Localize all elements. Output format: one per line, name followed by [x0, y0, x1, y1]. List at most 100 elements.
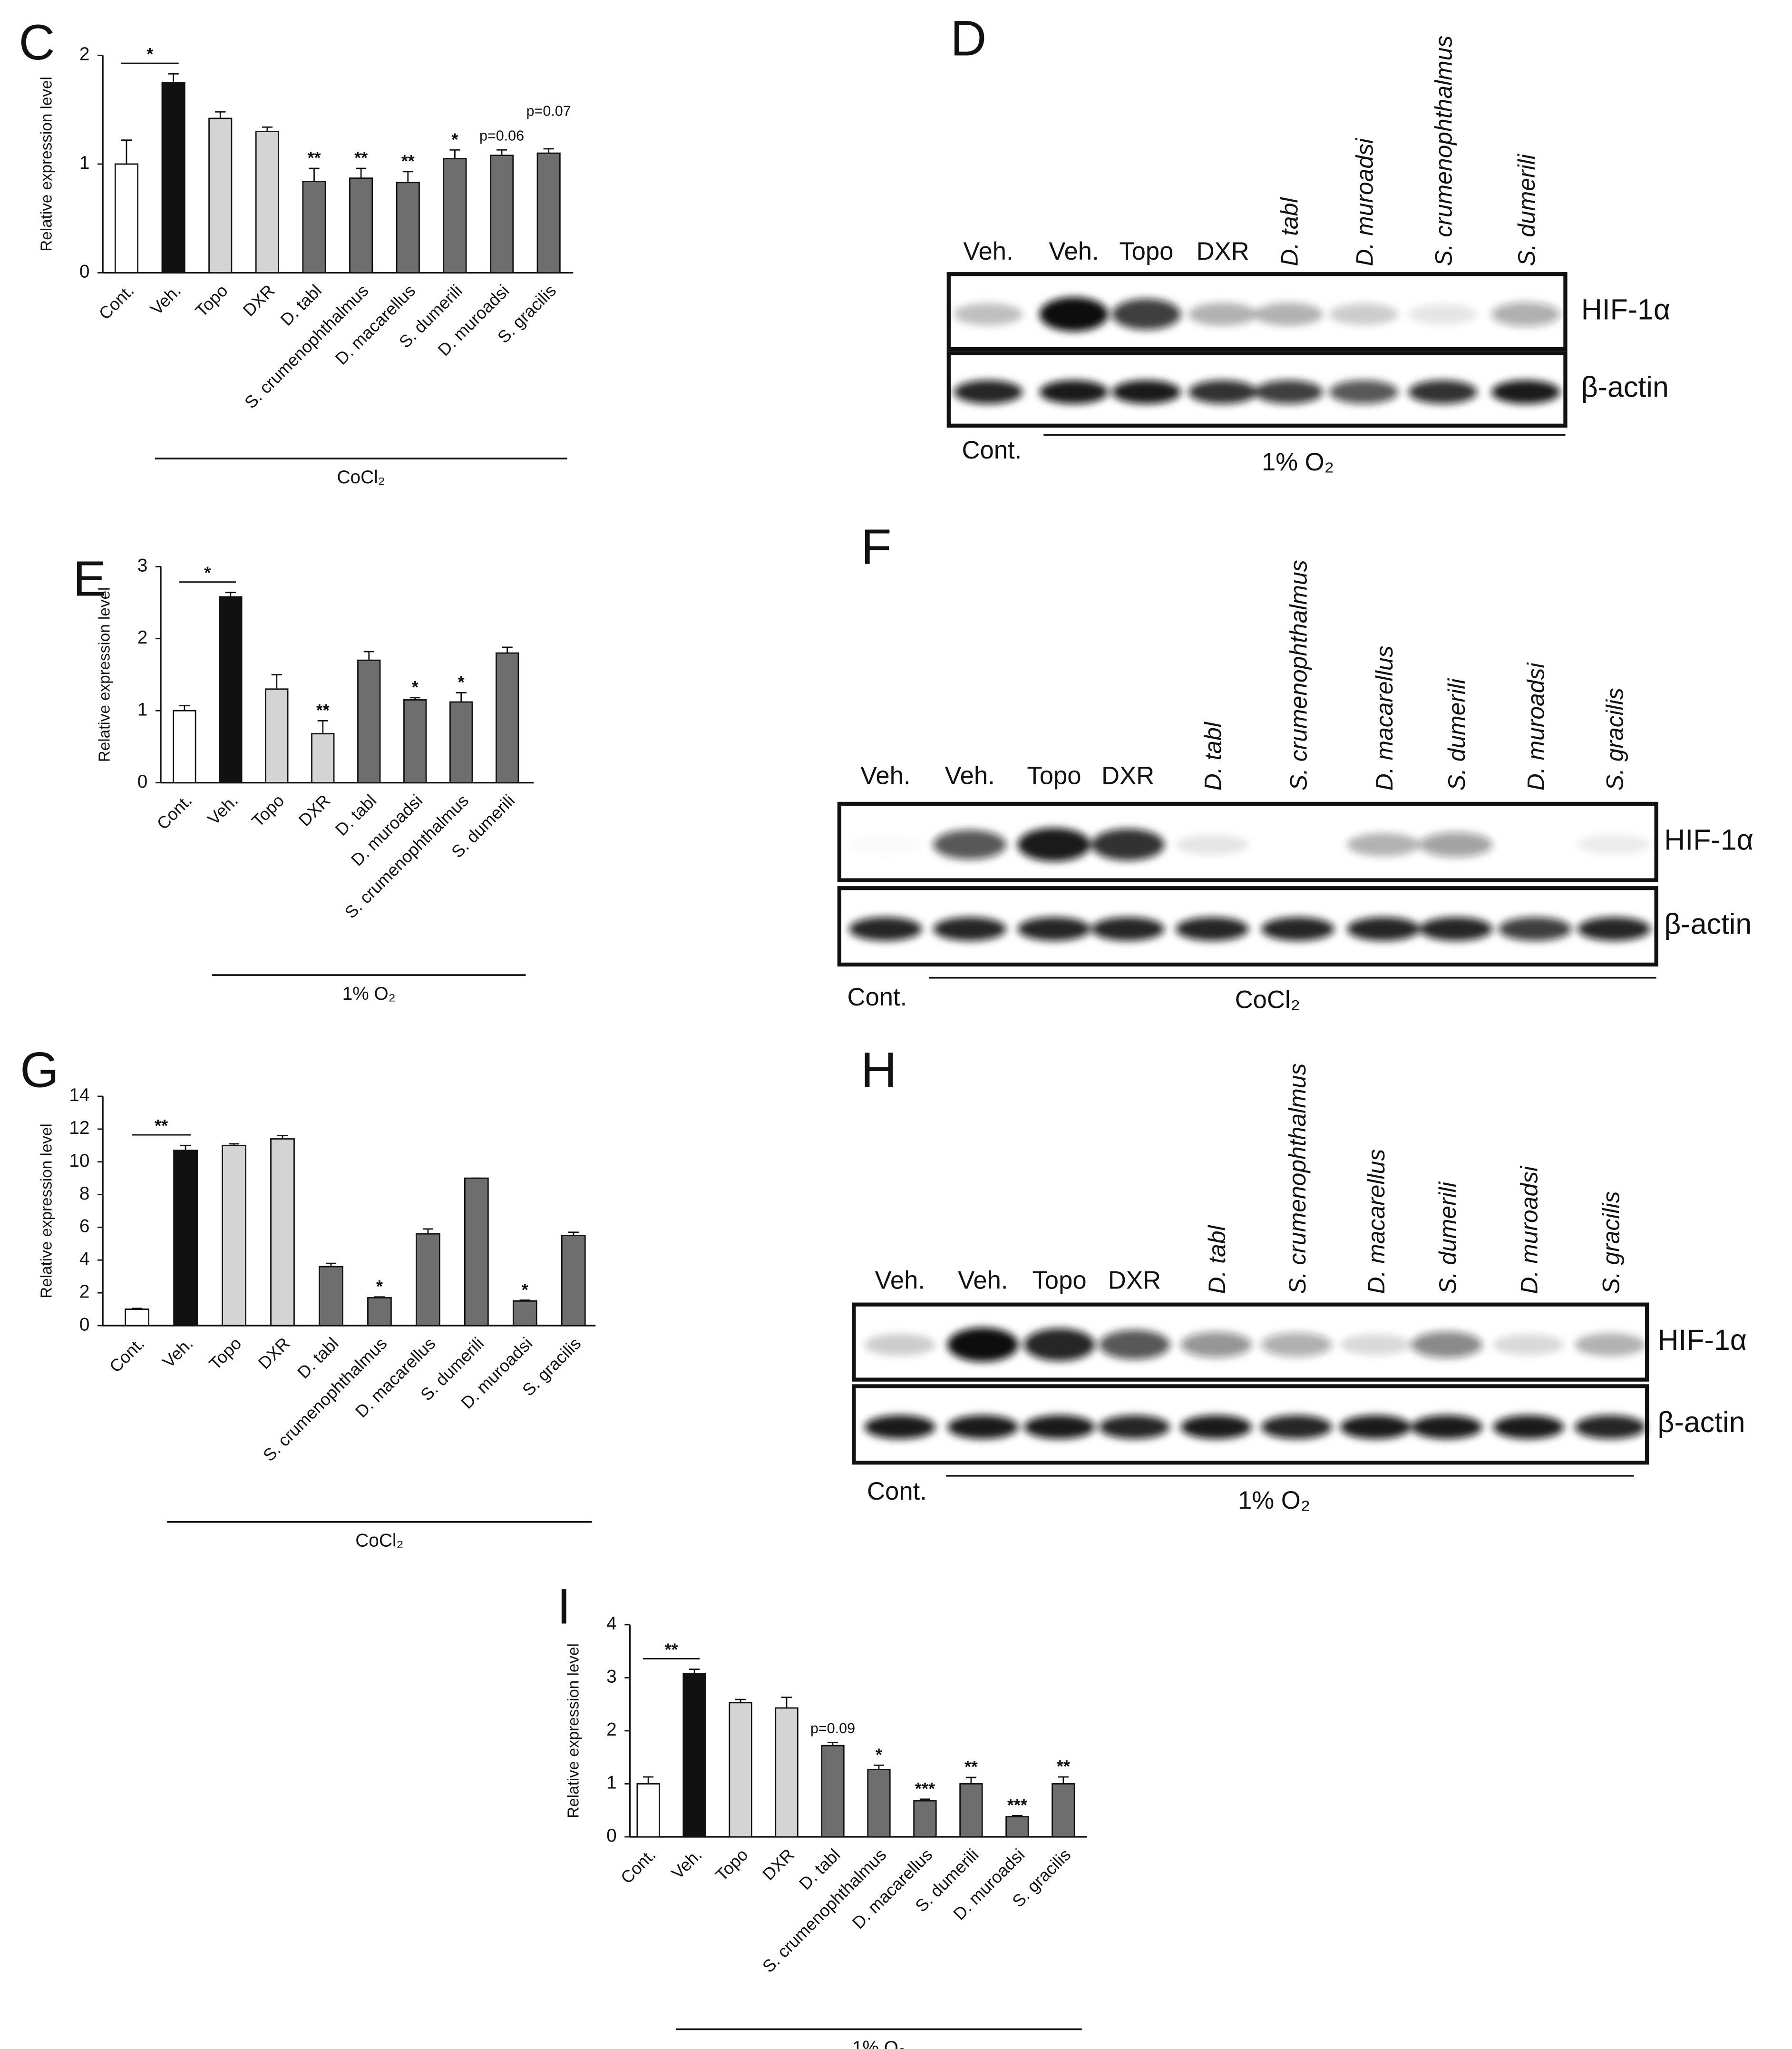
band [954, 380, 1023, 404]
y-axis-label: Relative expression level [38, 77, 56, 252]
lane-label: S. crumenophthalmus [1431, 36, 1457, 266]
lane-label: D. macarellus [1363, 1149, 1390, 1294]
lane-label: DXR [1108, 1267, 1161, 1295]
x-tick-label: DXR [295, 790, 334, 830]
error-bar [689, 1668, 700, 1674]
panel-label: G [20, 1043, 59, 1098]
bar [682, 1673, 706, 1838]
bar [302, 181, 326, 273]
significance-label: *** [1007, 1795, 1027, 1815]
y-tick-label: 4 [606, 1613, 617, 1634]
lane-label: S. gracilis [1597, 1191, 1624, 1294]
blot-bands [849, 917, 1651, 941]
bar [349, 177, 373, 273]
bracket-label: ** [155, 1116, 168, 1135]
bar [319, 1266, 343, 1327]
condition-label: 1% O₂ [1262, 448, 1334, 476]
bracket-label: * [146, 44, 153, 64]
x-tick-label: Cont. [95, 281, 138, 323]
protein-label: HIF-1α [1664, 823, 1753, 856]
x-tick-label: DXR [254, 1334, 294, 1373]
group-label: 1% O₂ [342, 984, 396, 1004]
y-axis-label: Relative expression level [565, 1643, 583, 1818]
protein-label: β-actin [1657, 1406, 1745, 1438]
band [933, 829, 1006, 859]
band [1261, 1333, 1332, 1357]
error-bar [422, 1228, 433, 1234]
y-tick-label: 0 [606, 1825, 617, 1846]
band [1411, 1331, 1482, 1358]
significance-label: p=0.06 [479, 128, 524, 144]
band [1491, 380, 1560, 404]
error-bar [374, 1296, 385, 1298]
x-tick-label: Cont. [617, 1845, 660, 1888]
y-axis-label: Relative expression level [96, 587, 113, 762]
error-bar [225, 592, 236, 597]
x-tick-label: Topo [248, 790, 288, 830]
significance-label: * [522, 1280, 528, 1299]
bar [270, 1138, 295, 1327]
lane-label: Veh. [860, 761, 910, 790]
x-tick-label: Cont. [153, 790, 196, 833]
band [1498, 917, 1572, 941]
error-bar [309, 167, 320, 182]
band [1261, 1415, 1332, 1439]
error-bar [449, 149, 460, 159]
x-tick-label: D. macarellus [848, 1845, 936, 1933]
y-tick-label: 1 [606, 1773, 617, 1793]
error-bar [132, 1307, 143, 1309]
band [1111, 380, 1181, 404]
x-tick-label: Veh. [668, 1845, 706, 1883]
lane-label: Veh. [875, 1267, 925, 1295]
bar [161, 82, 185, 273]
band [849, 835, 922, 854]
band [1575, 1333, 1646, 1356]
band [954, 303, 1023, 326]
x-tick-label: Veh. [204, 790, 242, 829]
bar [636, 1783, 660, 1838]
band [947, 1415, 1019, 1439]
lane-label: S. crumenophthalmus [1286, 560, 1312, 790]
error-bar [543, 148, 554, 154]
bracket-label: * [204, 563, 211, 583]
bar [219, 596, 243, 784]
x-tick-label: Topo [192, 281, 232, 321]
lane-label: D. muroadsi [1351, 137, 1378, 266]
significance-label: ** [316, 701, 330, 720]
y-tick-label: 0 [137, 771, 148, 792]
band [1039, 297, 1109, 332]
band [1411, 1415, 1482, 1439]
band [1023, 1415, 1095, 1439]
band [1419, 832, 1493, 857]
band [1575, 1415, 1646, 1439]
band [1578, 917, 1651, 941]
bar [729, 1702, 752, 1838]
condition-label: CoCl₂ [1235, 985, 1300, 1014]
band [1091, 829, 1165, 861]
bar [512, 1300, 537, 1327]
bar [173, 710, 196, 784]
band [1329, 380, 1398, 404]
x-tick-label: Topo [205, 1334, 245, 1374]
band [1491, 302, 1560, 326]
bar [775, 1707, 799, 1838]
error-bar [1058, 1776, 1069, 1784]
lane-label: S. gracilis [1602, 688, 1628, 790]
significance-label: ** [307, 148, 321, 167]
error-bar [519, 1299, 530, 1301]
error-bar [215, 111, 226, 118]
error-bar [456, 692, 467, 703]
error-bar [363, 651, 374, 661]
bar [821, 1745, 845, 1838]
control-label: Cont. [847, 983, 907, 1011]
error-bar [735, 1698, 746, 1703]
lane-label: Veh. [945, 761, 994, 790]
y-tick-label: 6 [79, 1216, 90, 1237]
band [1180, 1332, 1252, 1358]
bar [464, 1177, 489, 1327]
lane-label: Topo [1027, 761, 1081, 790]
lane-label: D. muroadsi [1522, 662, 1549, 791]
bar [416, 1233, 440, 1327]
error-bar [409, 697, 420, 700]
